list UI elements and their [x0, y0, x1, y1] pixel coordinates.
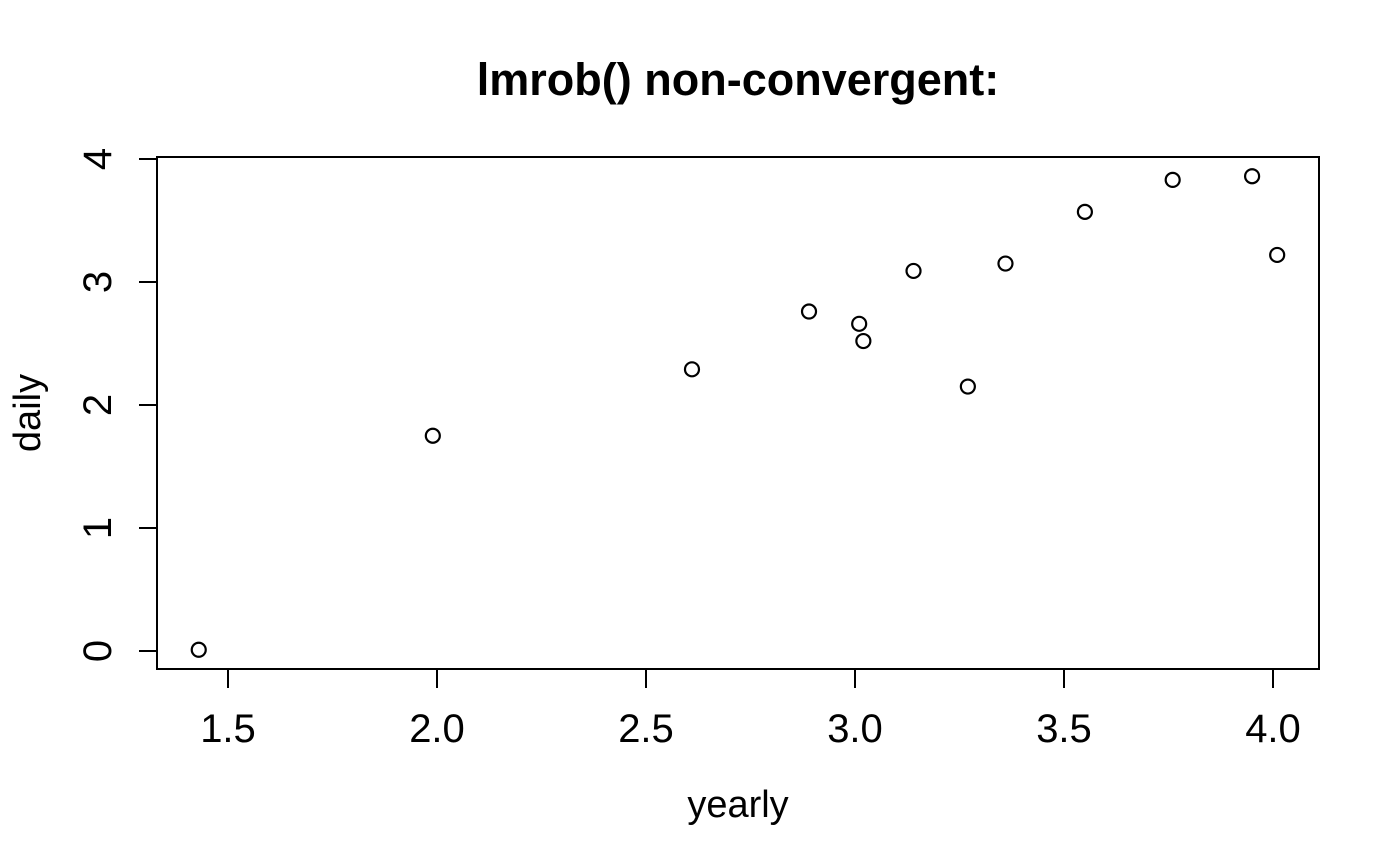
data-point-circle: [190, 641, 207, 658]
x-tick-label: 3.5: [1036, 707, 1092, 751]
y-axis-label: daily: [7, 374, 49, 452]
x-tick-label: 1.5: [200, 707, 256, 751]
x-tick-label: 4.0: [1245, 707, 1301, 751]
y-tick-label: 4: [76, 148, 120, 170]
data-point-circle: [959, 378, 976, 395]
y-tick-label: 1: [76, 517, 120, 539]
data-point-circle: [905, 262, 922, 280]
x-tick-label: 3.0: [827, 707, 883, 751]
data-point-circle: [683, 361, 701, 378]
data-points: [190, 168, 1286, 658]
data-point-circle: [1269, 246, 1286, 264]
y-tick-label: 3: [76, 271, 120, 293]
y-axis: 0 1 2 3 4: [76, 148, 157, 662]
data-point-circle: [997, 255, 1014, 272]
x-axis-label: yearly: [687, 784, 788, 826]
x-tick-label: 2.0: [409, 707, 465, 751]
x-axis: 1.5 2.0 2.5 3.0 3.5 4.0: [200, 669, 1301, 751]
data-point-circle: [851, 315, 868, 332]
y-tick-label: 0: [76, 640, 120, 662]
data-point-circle: [424, 427, 441, 444]
x-tick-label: 2.5: [618, 707, 674, 751]
plot-box: [156, 156, 1320, 670]
chart-title: lmrob() non-convergent:: [477, 54, 999, 105]
y-tick-label: 2: [76, 394, 120, 416]
data-point-circle: [1164, 171, 1181, 189]
data-point-circle: [855, 332, 872, 350]
data-point-circle: [1243, 168, 1261, 185]
data-point-circle: [1076, 203, 1094, 220]
data-point-circle: [800, 303, 818, 320]
